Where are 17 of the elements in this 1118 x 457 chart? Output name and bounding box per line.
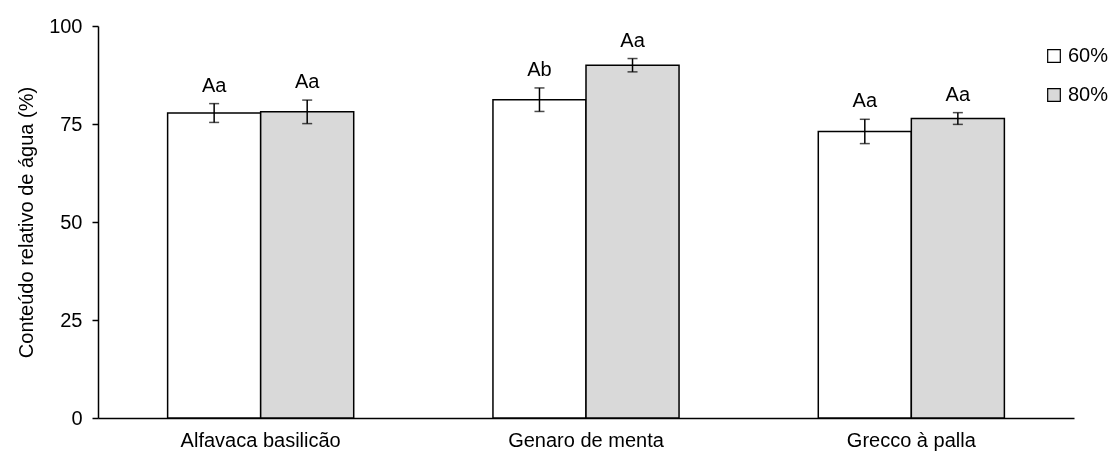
x-tick-label: Genaro de menta	[508, 428, 665, 451]
y-tick-label: 50	[60, 210, 83, 233]
y-tick-label: 75	[60, 112, 83, 135]
y-tick-label: 25	[60, 308, 83, 331]
data-label: Aa	[620, 28, 646, 51]
legend-label: 60%	[1068, 44, 1109, 66]
data-label: Aa	[852, 89, 878, 112]
y-axis-title: Conteúdo relativo de água (%)	[15, 86, 38, 359]
legend-label: 80%	[1068, 83, 1109, 105]
x-tick-label: Alfavaca basilicão	[180, 428, 341, 451]
data-label: Aa	[294, 70, 321, 93]
y-tick-label: 100	[49, 14, 83, 37]
data-label: Aa	[201, 73, 228, 96]
x-tick-label: Grecco à palla	[846, 428, 977, 451]
data-label: Aa	[945, 82, 971, 105]
y-tick-label: 0	[71, 406, 83, 429]
data-label: Ab	[527, 57, 552, 80]
